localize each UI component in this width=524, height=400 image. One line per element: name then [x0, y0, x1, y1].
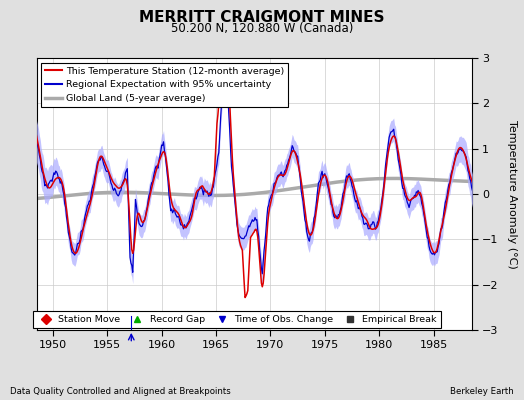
Legend: Station Move, Record Gap, Time of Obs. Change, Empirical Break: Station Move, Record Gap, Time of Obs. C… — [33, 312, 441, 328]
Text: Berkeley Earth: Berkeley Earth — [450, 387, 514, 396]
Y-axis label: Temperature Anomaly (°C): Temperature Anomaly (°C) — [507, 120, 517, 268]
Text: Data Quality Controlled and Aligned at Breakpoints: Data Quality Controlled and Aligned at B… — [10, 387, 231, 396]
Text: 50.200 N, 120.880 W (Canada): 50.200 N, 120.880 W (Canada) — [171, 22, 353, 35]
Text: MERRITT CRAIGMONT MINES: MERRITT CRAIGMONT MINES — [139, 10, 385, 25]
